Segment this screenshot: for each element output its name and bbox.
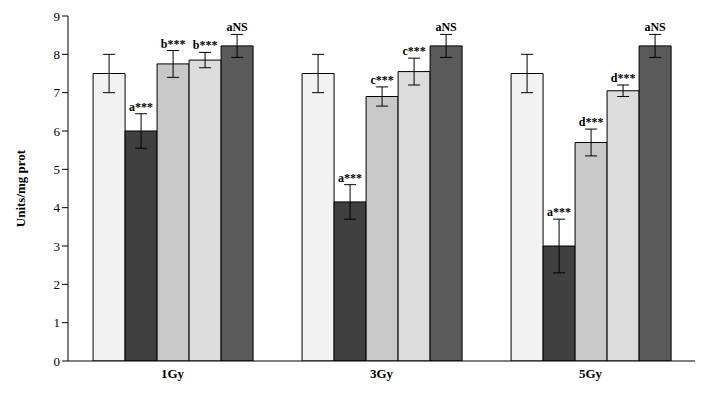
svg-text:aNS: aNS: [435, 20, 457, 34]
svg-text:5: 5: [54, 162, 61, 177]
svg-text:3Gy: 3Gy: [370, 366, 394, 381]
svg-text:Units/mg prot: Units/mg prot: [13, 149, 28, 227]
svg-text:7: 7: [54, 85, 61, 100]
svg-text:d***: d***: [611, 71, 636, 85]
svg-text:c***: c***: [402, 44, 425, 58]
svg-text:c***: c***: [370, 73, 393, 87]
svg-text:a***: a***: [547, 205, 571, 219]
svg-text:b***: b***: [193, 38, 218, 52]
svg-text:5Gy: 5Gy: [579, 366, 603, 381]
svg-text:aNS: aNS: [226, 20, 248, 34]
svg-text:8: 8: [54, 47, 61, 62]
svg-text:9: 9: [54, 9, 61, 24]
svg-text:a***: a***: [129, 100, 153, 114]
svg-text:aNS: aNS: [644, 20, 666, 34]
svg-text:0: 0: [54, 354, 61, 369]
svg-text:b***: b***: [161, 37, 186, 51]
svg-text:4: 4: [54, 200, 61, 215]
svg-text:3: 3: [54, 239, 61, 254]
svg-text:1Gy: 1Gy: [161, 366, 185, 381]
svg-text:2: 2: [54, 277, 61, 292]
svg-text:a***: a***: [338, 171, 362, 185]
svg-text:6: 6: [54, 124, 61, 139]
svg-text:d***: d***: [579, 115, 604, 129]
svg-text:1: 1: [54, 315, 61, 330]
